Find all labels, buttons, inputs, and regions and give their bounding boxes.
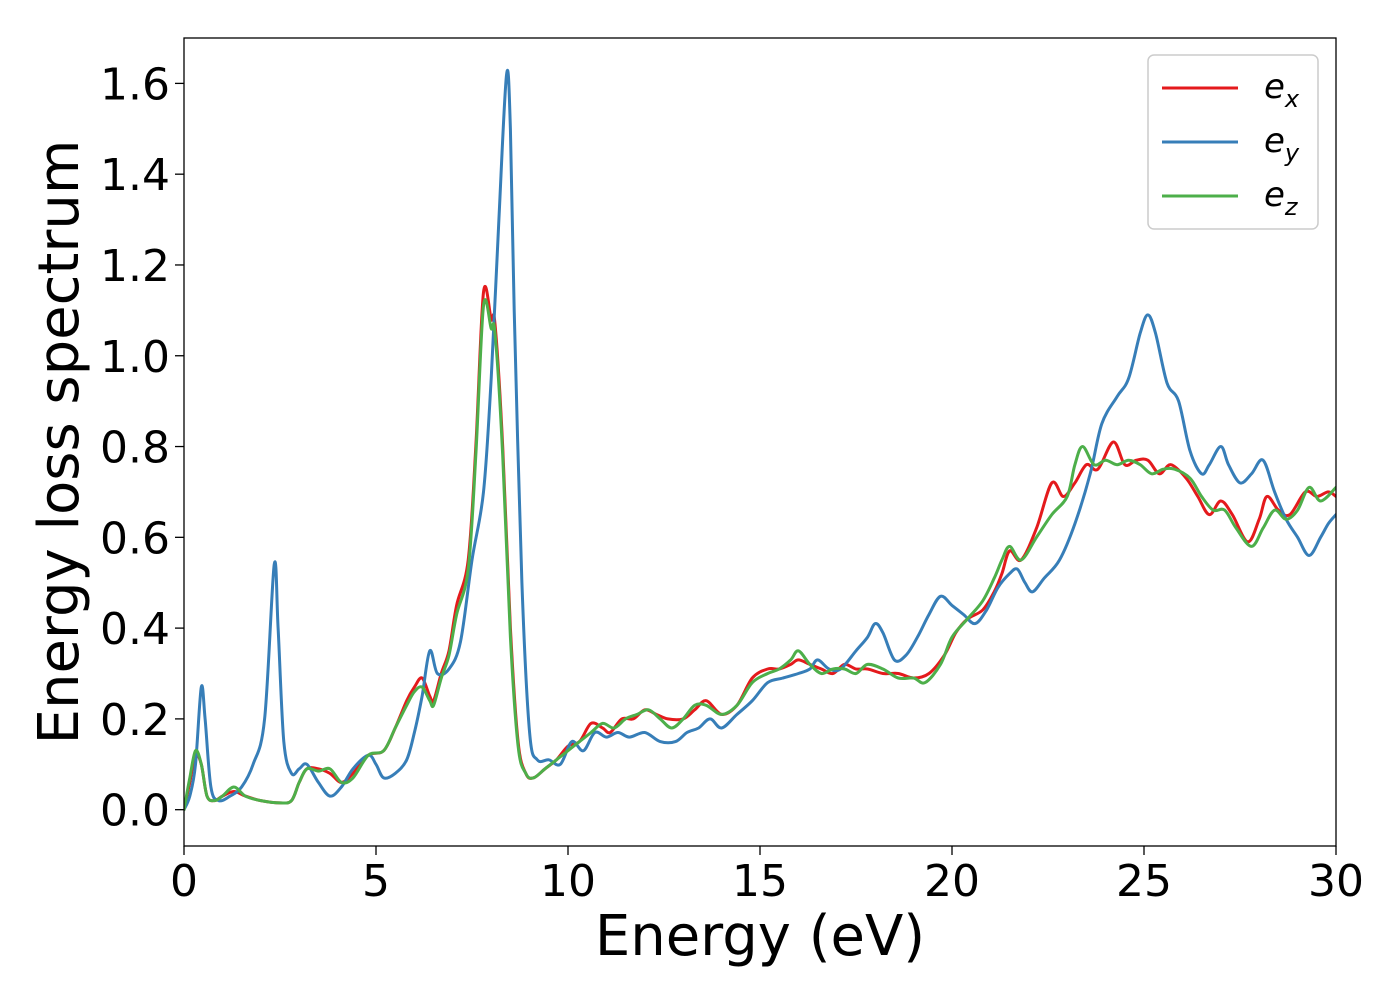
y-axis: 0.0 0.2 0.4 0.6 0.8 1.0 1.2 1.4 1.6 — [100, 59, 184, 837]
y-tick-label: 0.8 — [100, 423, 170, 474]
y-tick-label: 0.6 — [100, 513, 170, 564]
x-tick-label: 30 — [1308, 856, 1364, 907]
x-tick-label: 5 — [362, 856, 390, 907]
legend-label-e-x: ex — [1264, 67, 1300, 113]
x-tick-label: 20 — [924, 856, 980, 907]
series-line-e-z — [184, 298, 1336, 812]
y-tick-label: 1.2 — [100, 241, 170, 292]
legend: ex ey ez — [1147, 54, 1319, 230]
y-axis-title: Energy loss spectrum — [27, 140, 92, 745]
x-axis: 0 5 10 15 20 25 30 — [170, 846, 1364, 907]
y-tick-label: 0.4 — [100, 604, 170, 655]
x-tick-label: 15 — [732, 856, 788, 907]
series-layer — [184, 68, 1336, 812]
legend-label-e-y: ey — [1264, 121, 1300, 167]
x-tick-label: 0 — [170, 856, 198, 907]
legend-label-e-z: ez — [1264, 175, 1299, 221]
x-tick-label: 25 — [1116, 856, 1172, 907]
y-tick-label: 0.0 — [100, 786, 170, 837]
y-tick-label: 0.2 — [100, 695, 170, 746]
x-tick-label: 10 — [540, 856, 596, 907]
y-tick-label: 1.0 — [100, 332, 170, 383]
series-line-e-y — [184, 68, 1336, 812]
x-axis-title: Energy (eV) — [595, 904, 925, 969]
y-tick-label: 1.4 — [100, 150, 170, 201]
y-tick-label: 1.6 — [100, 59, 170, 110]
